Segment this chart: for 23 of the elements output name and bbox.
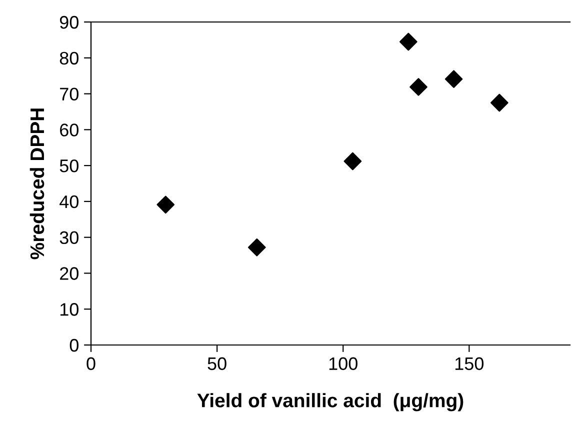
x-axis-title: Yield of vanillic acid (μg/mg) — [197, 393, 464, 412]
y-tick-label: 30 — [60, 231, 78, 244]
point — [248, 238, 266, 256]
x-tick-label: 100 — [329, 357, 358, 370]
point — [344, 152, 362, 170]
x-tick-label: 50 — [208, 357, 226, 370]
y-tick-label: 90 — [60, 16, 78, 29]
y-tick-label: 70 — [60, 88, 78, 100]
y-tick-label: 10 — [60, 303, 78, 316]
y-axis-title: %reduced DPPH — [30, 108, 44, 260]
point — [444, 70, 463, 88]
y-tick-label: 80 — [60, 52, 78, 65]
point — [156, 196, 175, 214]
x-tick-label: 150 — [455, 357, 484, 370]
y-tick-label: 0 — [70, 338, 78, 352]
y-tick-label: 60 — [60, 124, 78, 136]
y-tick-label: 40 — [60, 195, 78, 208]
point — [399, 32, 418, 51]
x-tick-label: 0 — [86, 357, 96, 370]
point — [410, 78, 428, 96]
y-tick-label: 20 — [60, 267, 78, 280]
point — [490, 94, 508, 112]
y-tick-label: 50 — [60, 159, 78, 172]
